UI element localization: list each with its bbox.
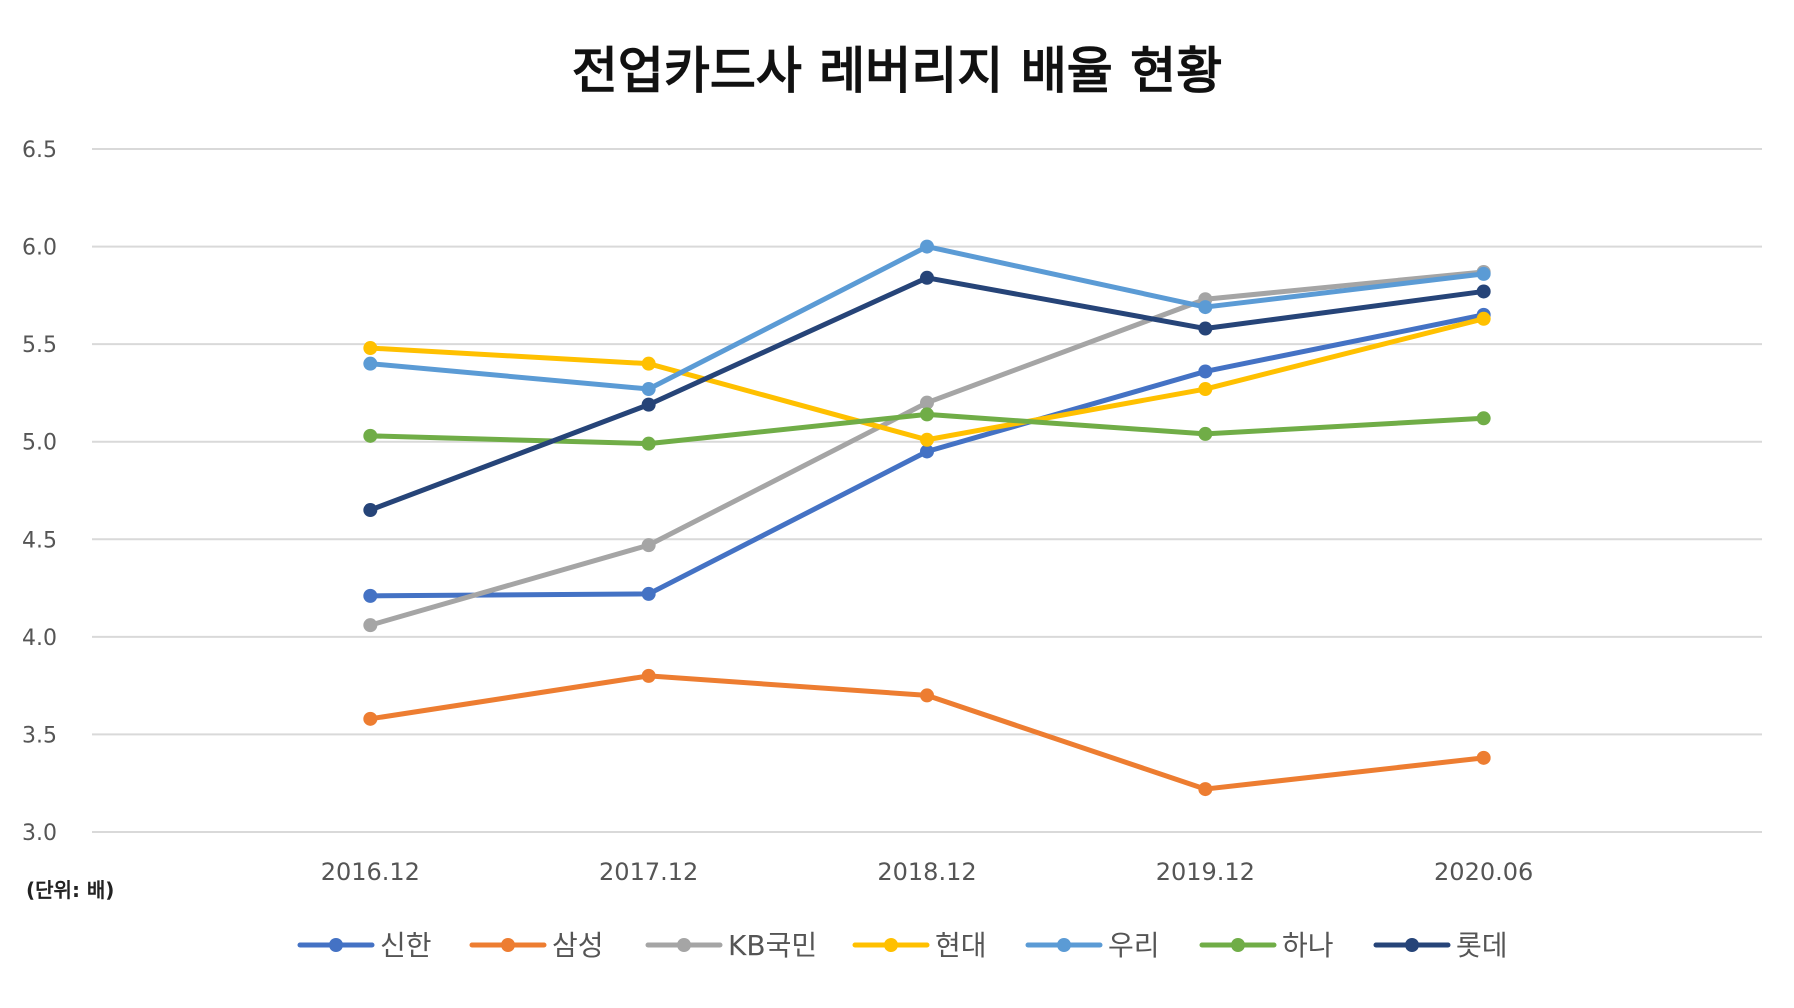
legend-marker: [884, 938, 898, 952]
data-point: [1198, 364, 1213, 379]
legend-label: 현대: [935, 929, 987, 962]
legend-label: 삼성: [552, 929, 604, 962]
series-우리: [363, 239, 1491, 397]
legend-marker: [329, 938, 343, 952]
data-point: [920, 395, 934, 410]
data-point: [641, 538, 656, 553]
y-tick-label: 4.5: [22, 528, 57, 553]
data-point: [363, 341, 378, 356]
legend-item: 우리: [1025, 929, 1160, 962]
legend-item: 신한: [297, 929, 432, 962]
series-line: [367, 275, 1487, 513]
series-line: [367, 244, 1487, 392]
y-tick-label: 3.0: [22, 821, 57, 846]
legend-item: 현대: [852, 929, 987, 962]
data-point: [1476, 311, 1491, 326]
legend-item: 롯데: [1373, 929, 1508, 962]
x-axis-ticks: 2016.12 2017.12 2018.12 2019.12 2020.06: [321, 858, 1534, 886]
y-tick-label: 3.5: [22, 723, 57, 748]
data-point: [363, 428, 378, 443]
data-point: [641, 397, 656, 412]
legend-item: KB국민: [645, 929, 817, 962]
data-point: [641, 356, 656, 371]
legend-marker: [501, 938, 515, 952]
series-롯데: [363, 270, 1491, 518]
y-tick-label: 6.0: [22, 236, 57, 261]
legend-marker: [677, 938, 691, 952]
data-point: [1198, 782, 1213, 797]
legend-label: 신한: [380, 929, 432, 962]
data-point: [920, 239, 934, 254]
legend-marker: [1231, 938, 1245, 952]
legend: 신한 삼성 KB국민 현대 우리 하나 롯데: [297, 929, 1508, 962]
data-point: [1198, 300, 1213, 315]
chart-title: 전업카드사 레버리지 배율 현황: [572, 42, 1222, 100]
data-point: [1476, 284, 1491, 299]
y-tick-label: 4.0: [22, 626, 57, 651]
series-현대: [363, 311, 1491, 447]
data-point: [363, 618, 378, 633]
legend-item: 하나: [1199, 929, 1334, 962]
data-point: [1198, 426, 1213, 441]
legend-label: 하나: [1282, 929, 1334, 962]
x-tick-label: 2018.12: [877, 858, 976, 886]
series-삼성: [363, 668, 1491, 797]
data-point: [641, 436, 656, 451]
data-point: [363, 356, 378, 371]
legend-marker: [1405, 938, 1419, 952]
data-point: [920, 432, 934, 447]
y-tick-label: 5.5: [22, 333, 57, 358]
x-tick-label: 2017.12: [599, 858, 698, 886]
x-tick-label: 2019.12: [1156, 858, 1255, 886]
y-tick-label: 6.5: [22, 138, 57, 163]
data-point: [920, 688, 934, 703]
y-tick-label: 5.0: [22, 431, 57, 456]
legend-label: 우리: [1108, 929, 1160, 962]
legend-item: 삼성: [469, 929, 604, 962]
data-point: [920, 407, 934, 422]
series-lines: [363, 239, 1491, 797]
data-point: [920, 270, 934, 285]
data-point: [363, 711, 378, 726]
legend-marker: [1057, 938, 1071, 952]
unit-note: (단위: 배): [26, 878, 114, 902]
data-point: [641, 668, 656, 683]
legend-label: 롯데: [1456, 929, 1508, 962]
data-point: [363, 588, 378, 603]
legend-label: KB국민: [728, 929, 817, 962]
data-point: [1198, 321, 1213, 336]
data-point: [920, 444, 934, 459]
x-tick-label: 2016.12: [321, 858, 420, 886]
data-point: [1476, 750, 1491, 765]
y-axis-ticks: 3.0 3.5 4.0 4.5 5.0 5.5 6.0 6.5: [22, 138, 57, 846]
data-point: [363, 503, 378, 518]
series-신한: [363, 307, 1491, 603]
data-point: [641, 586, 656, 601]
data-point: [641, 382, 656, 397]
x-tick-label: 2020.06: [1434, 858, 1533, 886]
data-point: [1476, 266, 1491, 281]
data-point: [1198, 382, 1213, 397]
data-point: [1476, 411, 1491, 426]
